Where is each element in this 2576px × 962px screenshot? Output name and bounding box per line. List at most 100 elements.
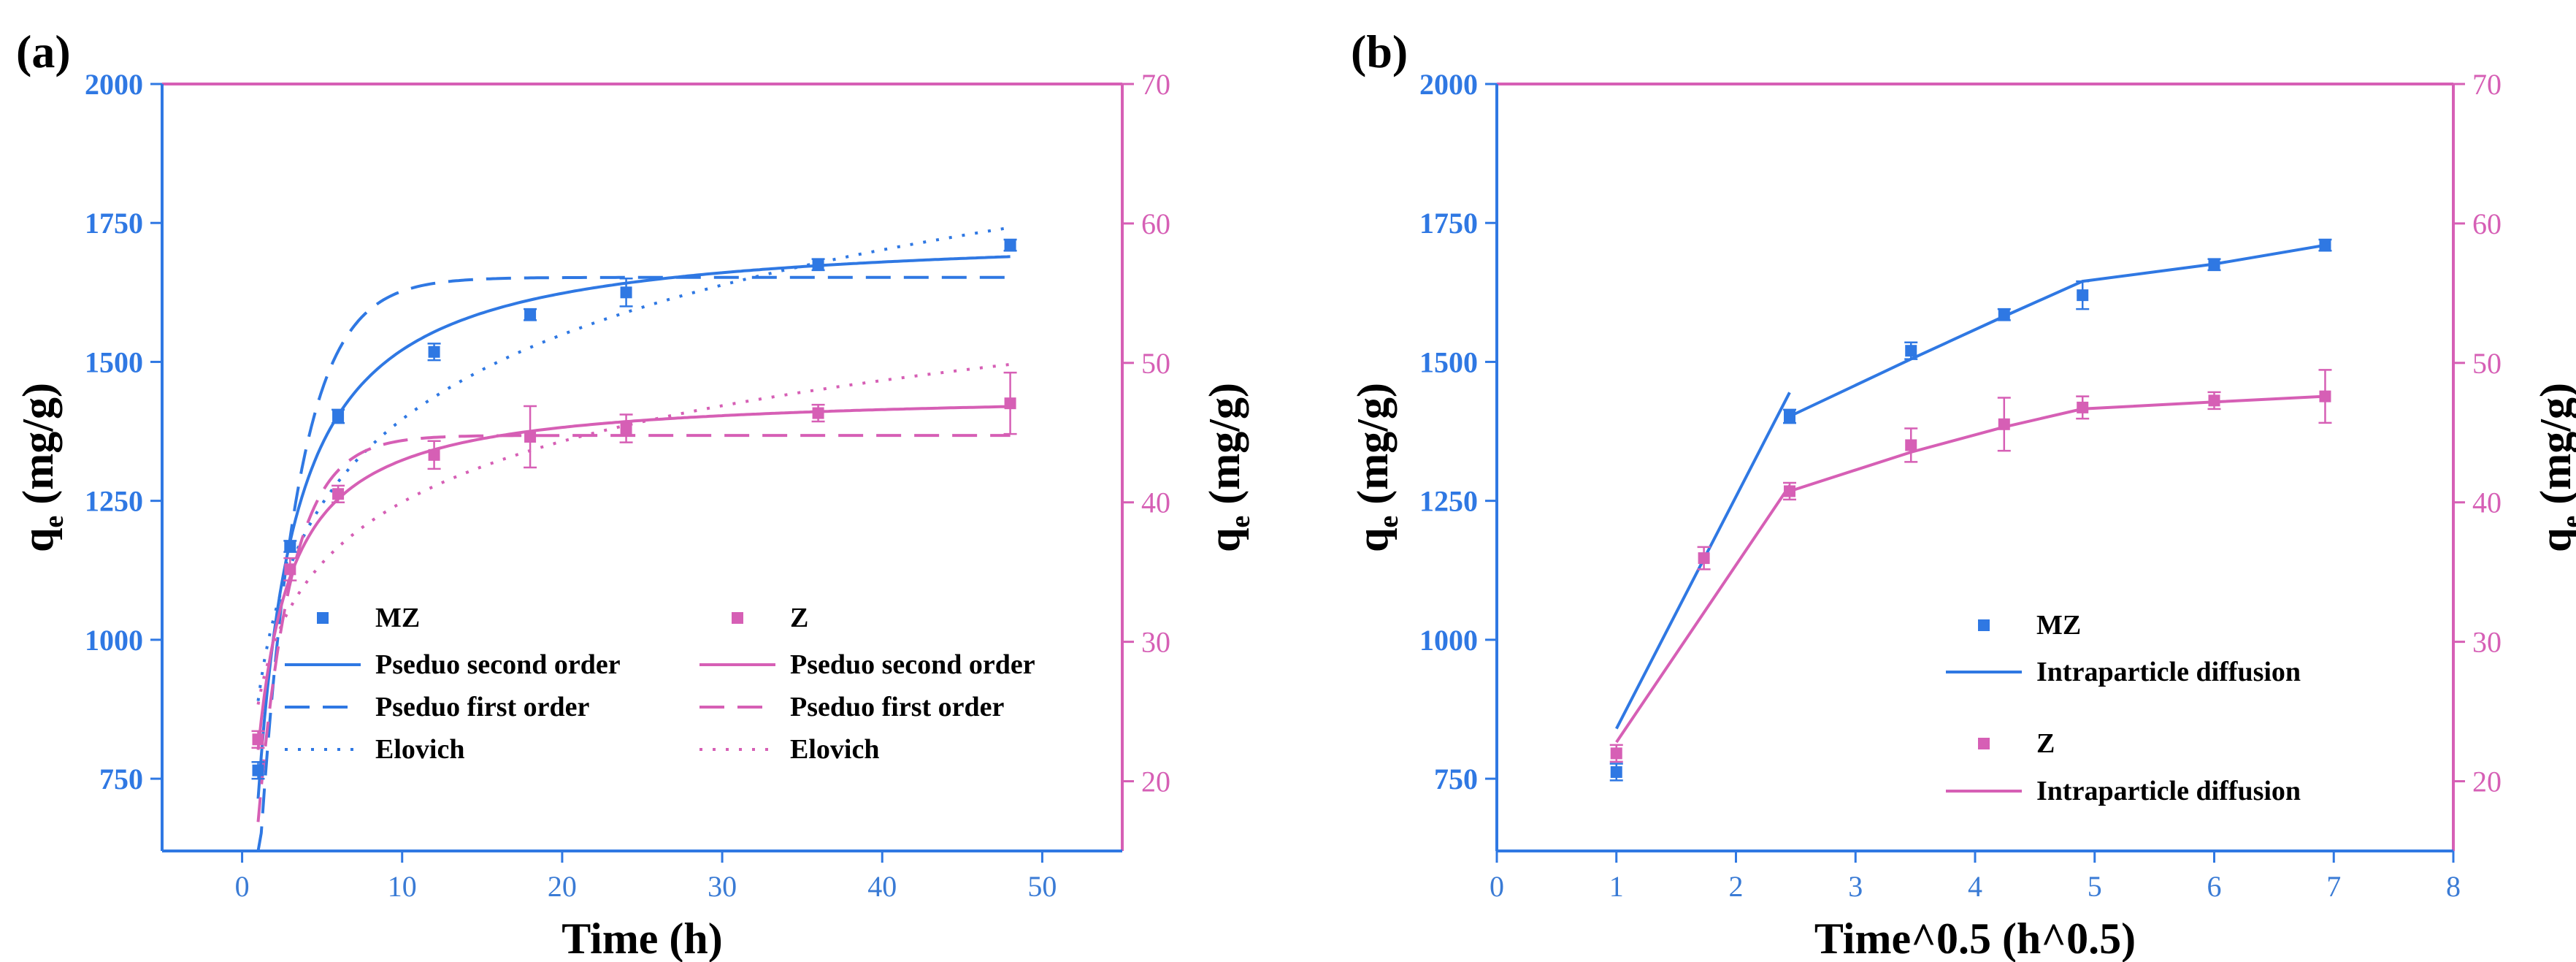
fit-curve-elovich-right xyxy=(256,362,1011,705)
data-point-mz xyxy=(1998,308,2010,321)
left-axis-title-unit: (mg/g) xyxy=(1349,383,1397,516)
y-right-tick-label: 50 xyxy=(2472,347,2502,380)
panel-label: (b) xyxy=(1351,26,1408,77)
fit-curve-elovich-left xyxy=(256,226,1011,701)
y-left-tick-label: 1000 xyxy=(1419,624,1478,657)
y-right-tick-label: 60 xyxy=(2472,207,2502,240)
chart-panel-b: (b) 0 1 2 3 4 5 6 7 8 750 1000 1250 1500 1750 2000 20 30 4… xyxy=(1349,26,2576,962)
panel-label: (a) xyxy=(16,26,71,77)
legend-label: Pseduo second order xyxy=(790,649,1035,680)
data-point-mz xyxy=(1905,345,1917,357)
data-point-z xyxy=(2208,394,2220,407)
left-axis-title: qe (mg/g) xyxy=(14,383,69,552)
y-left-tick-label: 1500 xyxy=(1419,346,1478,378)
x-tick-label: 30 xyxy=(708,870,737,903)
legend-marker xyxy=(1978,738,1990,749)
legend-label: MZ xyxy=(2036,610,2081,641)
legend-marker xyxy=(732,612,743,624)
legend-label: Elovich xyxy=(790,734,879,765)
legend-label: MZ xyxy=(375,603,420,633)
y-right-tick-label: 60 xyxy=(1141,207,1170,240)
legend-label: Z xyxy=(790,603,808,633)
legend-marker xyxy=(1978,619,1990,631)
y-right-tick-label: 50 xyxy=(1141,347,1170,380)
y-right-tick-label: 70 xyxy=(2472,68,2502,101)
legend-label: Intraparticle diffusion xyxy=(2036,776,2301,806)
fit-curve-pfo-right xyxy=(256,434,1011,822)
data-point-z xyxy=(1784,485,1796,497)
fit-curve-pso-left xyxy=(256,255,1011,799)
legend-label: Elovich xyxy=(375,734,464,765)
y-left-tick-label: 1000 xyxy=(85,624,143,657)
x-tick-label: 7 xyxy=(2326,870,2341,903)
x-tick-label: 2 xyxy=(1729,870,1744,903)
x-tick-label: 0 xyxy=(235,870,250,903)
data-point-mz xyxy=(332,411,345,422)
data-point-mz xyxy=(1004,239,1016,251)
y-right-tick-label: 20 xyxy=(2472,766,2502,798)
left-axis-title-unit: (mg/g) xyxy=(14,383,62,516)
y-left-tick-label: 1750 xyxy=(85,207,143,240)
y-right-tick-label: 40 xyxy=(1141,486,1170,519)
left-axis-title-q: q xyxy=(1349,528,1397,552)
legend-label: Z xyxy=(2036,728,2055,759)
fit-line-right-segment xyxy=(1615,484,1791,744)
x-tick-label: 3 xyxy=(1848,870,1863,903)
data-point-mz xyxy=(620,286,632,299)
data-point-mz xyxy=(2077,289,2089,302)
y-right-tick-label: 30 xyxy=(1141,626,1170,659)
data-point-z xyxy=(1905,439,1917,451)
data-point-mz xyxy=(2208,259,2220,271)
y-left-tick-label: 1500 xyxy=(85,346,143,378)
x-axis-title: Time^0.5 (h^0.5) xyxy=(1814,915,2136,962)
data-point-z xyxy=(2077,401,2089,413)
fit-curve-pso-right xyxy=(256,405,1011,750)
data-point-z xyxy=(428,448,440,461)
legend-label: Pseduo second order xyxy=(375,649,621,680)
y-right-tick-label: 70 xyxy=(1141,68,1170,101)
x-tick-label: 50 xyxy=(1027,870,1057,903)
legend-label: Pseduo first order xyxy=(375,692,590,722)
fit-curve-pfo-left xyxy=(256,275,1011,852)
y-right-tick-label: 30 xyxy=(2472,626,2502,659)
data-point-z xyxy=(1610,747,1622,760)
data-point-mz xyxy=(252,764,264,776)
right-axis-title: qe (mg/g) xyxy=(2531,383,2576,552)
x-tick-label: 10 xyxy=(388,870,417,903)
y-left-tick-label: 1250 xyxy=(85,485,143,518)
data-point-mz xyxy=(1784,411,1796,422)
legend-label: Intraparticle diffusion xyxy=(2036,657,2301,687)
left-axis-title-q: q xyxy=(14,528,62,552)
data-point-z xyxy=(284,563,296,576)
data-point-mz xyxy=(524,308,537,321)
data-point-mz xyxy=(428,346,440,358)
data-point-z xyxy=(620,422,632,435)
left-axis-title-sub: e xyxy=(1373,516,1404,528)
data-point-mz xyxy=(812,259,824,271)
y-right-tick-label: 40 xyxy=(2472,486,2502,519)
legend-marker xyxy=(317,612,329,624)
data-point-z xyxy=(2319,390,2331,402)
x-tick-label: 40 xyxy=(867,870,897,903)
y-left-tick-label: 2000 xyxy=(1419,68,1478,101)
data-point-z xyxy=(252,733,264,746)
y-left-tick-label: 1250 xyxy=(1419,485,1478,518)
x-tick-label: 1 xyxy=(1609,870,1624,903)
data-point-mz xyxy=(1610,766,1622,778)
data-point-z xyxy=(1004,397,1016,410)
data-point-z xyxy=(1698,552,1710,565)
x-axis-title: Time (h) xyxy=(561,915,723,962)
x-tick-label: 20 xyxy=(548,870,577,903)
y-left-tick-label: 1750 xyxy=(1419,207,1478,240)
y-left-tick-label: 750 xyxy=(1434,763,1478,795)
right-axis-title-unit: (mg/g) xyxy=(1200,383,1249,516)
data-point-mz xyxy=(284,541,296,553)
y-left-tick-label: 750 xyxy=(99,763,143,795)
right-axis-title-sub: e xyxy=(1225,516,1256,528)
data-point-z xyxy=(524,431,537,443)
fit-line-right-segment xyxy=(1789,394,2326,493)
y-left-tick-label: 2000 xyxy=(85,68,143,101)
chart-panel-a: (a) 0 10 20 30 40 50 750 1000 1250 1500 1750 2000 20 3… xyxy=(14,26,1256,962)
data-point-z xyxy=(332,488,345,500)
